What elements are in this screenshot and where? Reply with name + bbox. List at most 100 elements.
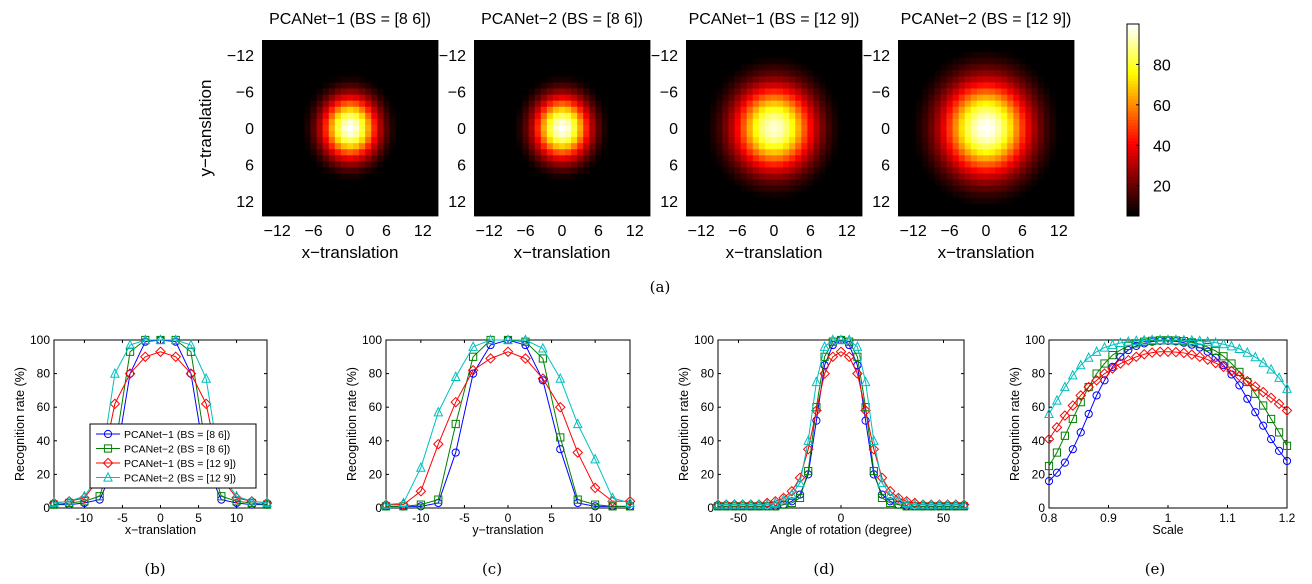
heatmap-ytick-label: 0 <box>881 121 890 138</box>
heatmap-cell <box>268 131 275 138</box>
data-point <box>625 497 635 508</box>
heatmap-cell <box>643 167 651 174</box>
heatmap-cell <box>371 197 378 205</box>
heatmap-cell <box>698 64 705 71</box>
heatmap-cell <box>334 70 342 77</box>
heatmap-cell <box>589 149 596 156</box>
heatmap-cell <box>298 203 305 211</box>
heatmap-cell <box>540 149 548 156</box>
heatmap-cell <box>274 167 281 174</box>
heatmap-cell <box>486 76 493 83</box>
heatmap-cell <box>1031 58 1038 65</box>
colorbar-segment <box>1127 48 1139 52</box>
heatmap-cell <box>819 70 826 77</box>
heatmap-cell <box>334 100 342 108</box>
heatmap-cell <box>1013 64 1020 71</box>
heatmap-cell <box>813 64 820 71</box>
heatmap-cell <box>752 100 760 108</box>
heatmap-cell <box>607 137 614 144</box>
heatmap-cell <box>1037 161 1045 168</box>
heatmap-cell <box>783 137 790 144</box>
heatmap-cell <box>365 185 372 193</box>
heatmap-cell <box>310 52 318 59</box>
data-point <box>877 477 887 487</box>
heatmap-cell <box>831 167 839 174</box>
heatmap-cell <box>334 137 342 144</box>
heatmap-cell <box>304 143 311 150</box>
heatmap-cell <box>413 179 421 187</box>
heatmap-cell <box>395 100 402 108</box>
heatmap-cell <box>340 209 348 217</box>
heatmap-cell <box>1019 46 1026 53</box>
heatmap-cell <box>516 94 523 102</box>
heatmap-cell <box>401 137 409 144</box>
heatmap-cell <box>1049 149 1057 156</box>
heatmap-cell <box>401 143 409 150</box>
heatmap-cell <box>474 64 481 71</box>
heatmap-cell <box>970 185 978 193</box>
heatmap-cell <box>492 185 499 193</box>
heatmap-cell <box>365 149 372 156</box>
heatmap-cell <box>819 46 826 53</box>
heatmap-cell <box>595 88 602 96</box>
data-point <box>1202 354 1213 365</box>
heatmap-cell <box>262 106 269 114</box>
heatmap-cell <box>1037 191 1045 199</box>
heatmap-cell <box>340 106 348 114</box>
data-point <box>942 498 953 509</box>
heatmap-cell <box>1007 179 1014 187</box>
heatmap-cell <box>1061 161 1069 168</box>
heatmap-cell <box>1061 191 1069 199</box>
heatmap-cell <box>752 203 760 211</box>
heatmap-cell <box>516 185 523 193</box>
heatmap-cell <box>1007 149 1014 156</box>
heatmap-cell <box>595 179 602 187</box>
heatmap-cell <box>334 161 342 168</box>
heatmap-cell <box>540 209 548 217</box>
heatmap-cell <box>268 197 275 205</box>
heatmap-cell <box>758 88 766 96</box>
heatmap-cell <box>613 191 621 199</box>
heatmap-cell <box>1007 70 1014 77</box>
heatmap-cell <box>825 185 833 193</box>
heatmap-cell <box>334 76 342 83</box>
heatmap-xtick-label: 12 <box>626 223 644 240</box>
heatmap-cell <box>746 149 754 156</box>
heatmap-cell <box>643 46 651 53</box>
data-point <box>1281 405 1293 416</box>
heatmap-cell <box>322 143 330 150</box>
heatmap-cell <box>492 82 499 89</box>
heatmap-cell <box>565 94 572 102</box>
heatmap-cell <box>383 76 390 83</box>
heatmap-cell <box>989 185 996 193</box>
heatmap-cell <box>534 100 542 108</box>
heatmap-cell <box>1043 118 1051 126</box>
colorbar-segment <box>1127 30 1139 34</box>
heatmap-cell <box>1061 70 1069 77</box>
heatmap-cell <box>480 143 487 150</box>
heatmap-cell <box>837 131 845 138</box>
heatmap-cell <box>740 46 748 53</box>
heatmap-cell <box>1043 46 1051 53</box>
heatmap-cell <box>316 185 324 193</box>
heatmap-cell <box>322 179 330 187</box>
heatmap-cell <box>310 209 318 217</box>
heatmap-cell <box>613 58 621 65</box>
heatmap-cell <box>1025 46 1032 53</box>
heatmap-cell <box>1007 161 1014 168</box>
heatmap-cell <box>928 203 935 211</box>
heatmap-cell <box>328 94 336 102</box>
heatmap-cell <box>540 58 548 65</box>
heatmap-cell <box>940 112 947 120</box>
heatmap-cell <box>262 131 269 138</box>
ytick-label: 80 <box>37 367 51 381</box>
colorbar-segment <box>1127 54 1139 58</box>
heatmap-cell <box>395 82 402 89</box>
heatmap-cell <box>837 179 845 187</box>
heatmap-cell <box>928 100 935 108</box>
heatmap-cell <box>498 106 505 114</box>
heatmap-cell <box>359 76 366 83</box>
colorbar-segment <box>1127 210 1139 214</box>
heatmap-cell <box>734 40 742 47</box>
heatmap-cell <box>540 100 548 108</box>
